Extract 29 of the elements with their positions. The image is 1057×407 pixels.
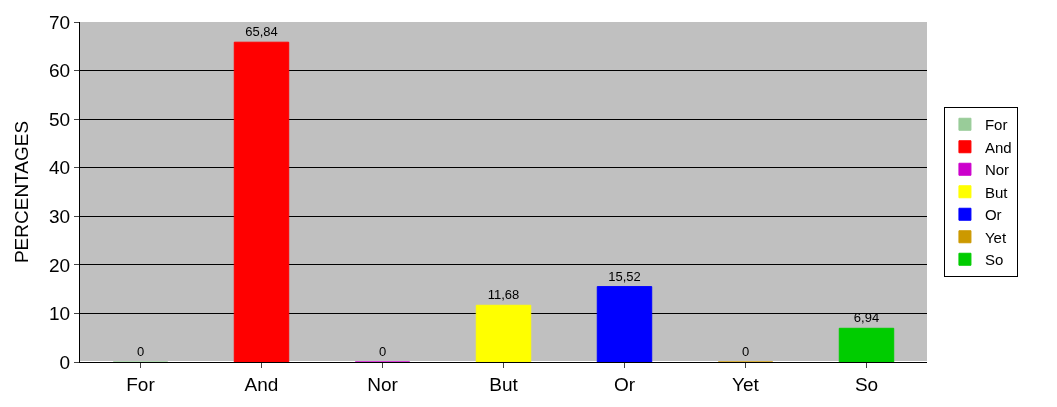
data-label: 11,68: [487, 287, 520, 303]
data-label: 15,52: [608, 268, 641, 284]
x-tick-label: Nor: [367, 373, 399, 395]
y-axis-title: PERCENTAGES: [10, 120, 32, 264]
y-tick-label: 10: [49, 303, 71, 325]
x-tick-label: Or: [613, 373, 636, 395]
y-tick-label: 20: [49, 254, 71, 276]
y-tick-label: 60: [49, 60, 71, 82]
legend-label: So: [984, 251, 1004, 269]
legend-label: Or: [984, 206, 1002, 224]
x-tick-label: For: [126, 373, 156, 395]
y-tick-label: 0: [59, 351, 71, 373]
x-tick-label: Yet: [732, 373, 760, 395]
legend-label: But: [984, 183, 1009, 201]
y-tick-label: 40: [49, 157, 71, 179]
x-tick-label: And: [244, 373, 279, 395]
legend-label: For: [984, 116, 1008, 134]
data-label: 0: [378, 344, 387, 359]
data-label: 0: [136, 344, 145, 359]
legend-label: Yet: [984, 228, 1007, 246]
legend-label: And: [984, 138, 1012, 156]
x-tick-label: So: [854, 373, 879, 395]
data-label: 0: [741, 344, 750, 359]
y-tick-label: 70: [49, 11, 71, 33]
x-tick-label: But: [489, 373, 519, 395]
legend-label: Nor: [984, 161, 1010, 179]
y-tick-label: 30: [49, 205, 71, 227]
data-label: 65,84: [245, 24, 278, 40]
y-tick-label: 50: [49, 108, 71, 130]
